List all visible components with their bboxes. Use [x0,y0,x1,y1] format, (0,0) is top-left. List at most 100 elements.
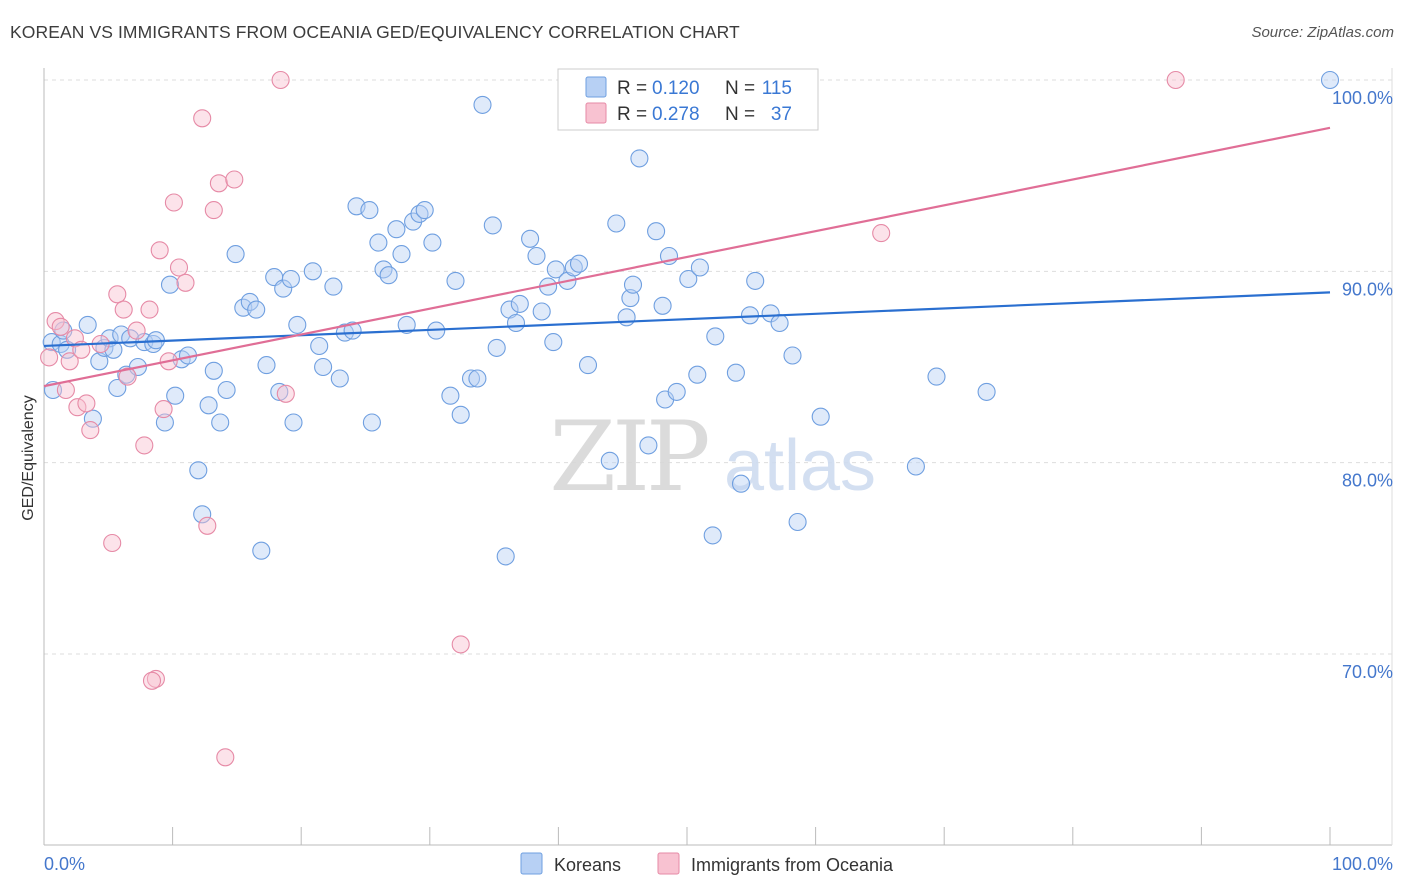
y-tick-label: 100.0% [1332,88,1393,108]
oceania-point [68,398,87,417]
koreans-point [281,269,300,289]
bottom-legend-label-oceania: Immigrants from Oceania [691,855,894,875]
koreans-point [226,245,245,264]
correlation-legend: R = 0.120 N = 115 R = 0.278 N = 37 [557,68,819,131]
koreans-point [506,313,526,333]
koreans-point [487,338,506,357]
x-tick-label-max: 100.0% [1332,854,1393,874]
oceania-point [276,384,295,403]
legend-n-label-1: N = [725,104,755,125]
oceania-point [204,201,223,220]
koreans-point [303,262,322,281]
koreans-point [679,269,698,289]
bottom-legend-swatch-oceania [657,852,680,875]
oceania-point [108,285,127,304]
koreans-point [600,451,619,470]
koreans-point [639,436,658,455]
legend-n-value-1: 37 [771,104,792,125]
legend-n-value-0: 115 [762,78,792,99]
koreans-trend-line [43,291,1331,348]
koreans-point [630,149,649,168]
koreans-point [607,214,626,233]
koreans-point [284,413,303,432]
koreans-point [1320,70,1340,90]
koreans-point [761,304,780,323]
chart-source: Source: ZipAtlas.com [1251,24,1394,41]
koreans-point [977,382,996,401]
y-tick-label: 80.0% [1342,471,1393,491]
oceania-point [65,329,84,348]
koreans-point [690,258,709,277]
koreans-point [217,380,236,400]
koreans-point [726,363,745,382]
legend-swatch-koreans [585,76,607,98]
oceania-point [114,300,133,319]
y-tick-label: 70.0% [1342,662,1393,682]
koreans-point [247,300,266,319]
oceania-point [60,352,79,371]
watermark: ZIP atlas [549,401,876,513]
koreans-point [369,233,388,252]
legend-r-value-0: 0.120 [652,78,700,99]
oceania-point [118,367,137,386]
koreans-point [532,302,551,321]
oceania-point [209,174,228,193]
chart-title: KOREAN VS IMMIGRANTS FROM OCEANIA GED/EQ… [10,22,740,42]
koreans-point [274,279,293,298]
oceania-point [872,224,891,243]
koreans-point [189,461,208,480]
legend-r-label-0: R = [617,78,647,99]
oceania-point [40,348,59,367]
oceania-point [193,109,212,128]
oceania-point [142,671,162,690]
koreans-point [621,289,640,308]
koreans-point [811,407,830,426]
y-axis-title: GED/Equivalency [20,395,37,520]
oceania-point [451,635,470,654]
oceania-point [46,312,65,331]
koreans-point [211,413,230,432]
koreans-point [770,313,789,333]
koreans-point [78,315,97,334]
koreans-point [252,541,271,560]
legend-r-value-1: 0.278 [652,104,700,125]
oceania-point [216,748,235,767]
koreans-point [387,220,406,239]
oceania-point [150,241,169,260]
koreans-point [155,413,174,432]
oceania-point [135,436,154,455]
koreans-point [83,409,102,428]
koreans-point [483,216,502,235]
koreans-point [647,222,666,241]
oceania-point [169,258,189,277]
koreans-point [706,327,725,346]
oceania-point [271,70,290,90]
oceania-point [1166,70,1185,90]
koreans-point [108,378,127,398]
koreans-point [510,294,529,313]
koreans-point [379,266,398,285]
koreans-point [362,413,381,432]
watermark-zip: ZIP [549,401,708,513]
koreans-point [617,308,636,327]
koreans-point [667,382,686,401]
data-points [40,70,1340,767]
gridlines [44,79,1392,655]
koreans-point [270,382,289,401]
koreans-point [343,321,362,340]
bottom-legend-swatch-koreans [520,852,543,875]
oceania-point [176,273,195,292]
oceania-point [127,321,146,340]
koreans-point [521,229,540,248]
koreans-point [473,95,492,114]
legend-swatch-oceania [585,102,607,124]
koreans-point [314,357,333,377]
koreans-point [397,315,416,334]
oceania-trend-line [43,126,1331,388]
koreans-point [193,505,212,524]
oceania-point [225,170,244,189]
axes [43,68,1393,846]
koreans-point [160,275,180,294]
koreans-point [544,333,563,352]
